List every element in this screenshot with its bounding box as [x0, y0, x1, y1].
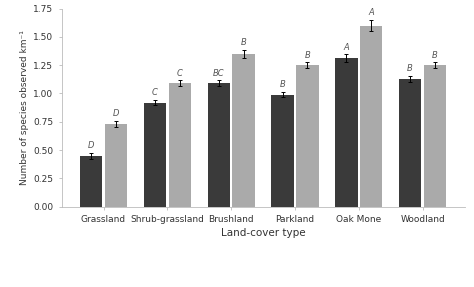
- Bar: [272, 95, 294, 207]
- Bar: [399, 79, 421, 207]
- X-axis label: Land-cover type: Land-cover type: [221, 228, 305, 238]
- Text: B: B: [432, 51, 438, 59]
- Bar: [360, 26, 383, 207]
- Text: B: B: [241, 38, 246, 47]
- Bar: [232, 54, 255, 207]
- Text: BC: BC: [213, 69, 225, 78]
- Bar: [424, 65, 446, 207]
- Text: A: A: [368, 8, 374, 17]
- Bar: [144, 102, 166, 207]
- Bar: [208, 83, 230, 207]
- Bar: [169, 83, 191, 207]
- Text: C: C: [177, 69, 183, 78]
- Bar: [80, 156, 102, 207]
- Text: B: B: [304, 51, 310, 59]
- Y-axis label: Number of species observed km⁻¹: Number of species observed km⁻¹: [20, 30, 29, 185]
- Text: D: D: [88, 141, 94, 150]
- Text: A: A: [344, 42, 349, 52]
- Text: C: C: [152, 88, 158, 97]
- Bar: [335, 58, 357, 207]
- Bar: [296, 65, 319, 207]
- Text: B: B: [407, 64, 413, 73]
- Text: D: D: [113, 109, 119, 118]
- Bar: [105, 124, 127, 207]
- Text: B: B: [280, 80, 285, 89]
